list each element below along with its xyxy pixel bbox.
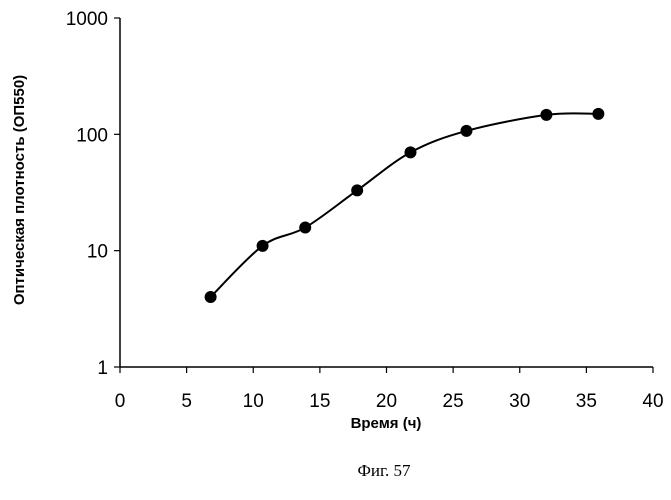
- data-point: [351, 184, 363, 196]
- data-point: [205, 291, 217, 303]
- data-point: [257, 240, 269, 252]
- series-layer: [205, 108, 605, 303]
- y-tick-label: 1: [97, 358, 108, 379]
- x-tick-label: 15: [309, 391, 330, 412]
- chart-axes: [120, 18, 653, 367]
- series-line: [211, 113, 599, 297]
- data-point: [460, 125, 472, 137]
- x-tick-label: 40: [642, 391, 663, 412]
- x-tick-label: 5: [181, 391, 192, 412]
- y-tick-label: 100: [76, 125, 108, 146]
- x-tick-label: 25: [443, 391, 464, 412]
- data-point: [404, 146, 416, 158]
- y-tick-label: 1000: [66, 9, 108, 30]
- y-axis-title: Оптическая плотность (ОП550): [11, 75, 28, 305]
- x-tick-label: 30: [509, 391, 530, 412]
- data-point: [299, 222, 311, 234]
- x-tick-label: 35: [576, 391, 597, 412]
- x-ticks: 0 5 10 15 20 25 30 35 40: [115, 367, 664, 412]
- x-axis-title: Время (ч): [351, 415, 422, 432]
- x-tick-label: 20: [376, 391, 397, 412]
- data-point: [540, 109, 552, 121]
- data-point: [592, 108, 604, 120]
- x-tick-label: 0: [115, 391, 126, 412]
- y-ticks: 1 10 100 1000: [66, 9, 120, 379]
- y-tick-label: 10: [87, 242, 108, 263]
- figure-caption: Фиг. 57: [357, 461, 411, 480]
- x-tick-label: 10: [243, 391, 264, 412]
